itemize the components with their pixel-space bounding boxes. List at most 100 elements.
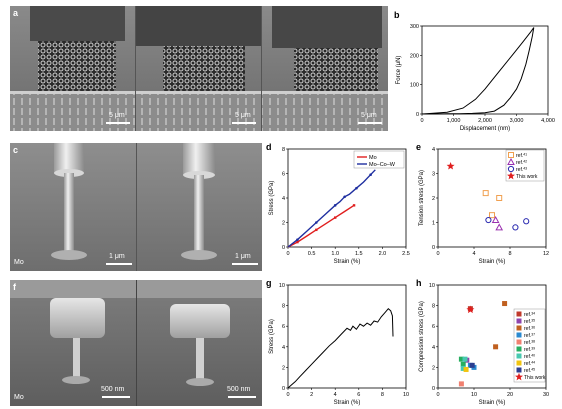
legend-swatch [516, 339, 522, 345]
y-tick-label: 4 [432, 147, 435, 153]
legend-label: This work [524, 375, 546, 381]
data-point [446, 161, 455, 170]
material-label: Mo [14, 259, 24, 266]
scale-bar [106, 263, 132, 265]
series-line [287, 307, 394, 389]
scale-bar [102, 396, 130, 398]
y-tick-label: 200 [410, 53, 419, 59]
legend-ref-number: 45 [531, 368, 535, 372]
x-axis-label: Strain (%) [334, 259, 361, 265]
legend-swatch [516, 360, 522, 366]
x-tick-label: 2 [310, 392, 313, 398]
legend-swatch [508, 152, 514, 158]
y-tick-label: 4 [282, 196, 285, 202]
legend-swatch [516, 353, 522, 359]
chart-d: d 0 0.5 1.0 1.5 2.0 2.5 0 2 4 6 8 Strain (%) Stress (… [266, 142, 410, 265]
x-tick-label: 30 [543, 392, 549, 398]
data-point [315, 221, 318, 224]
x-tick-label: 0 [436, 251, 439, 257]
panel-letter: d [266, 142, 272, 152]
legend-swatch [507, 171, 515, 180]
legend-label: ref.45 [524, 368, 535, 375]
scale-bar-label: 5 μm [235, 112, 251, 119]
legend-label: Mo–Co–W [369, 162, 396, 168]
data-point [355, 186, 358, 190]
y-tick-label: 6 [282, 172, 285, 178]
x-tick-label: 1,000 [447, 118, 461, 124]
legend-swatch [515, 372, 523, 381]
legend-ref-number: 38 [531, 340, 535, 344]
y-tick-label: 0 [432, 245, 435, 251]
panel-letter: h [416, 278, 422, 288]
x-axis-label: Strain (%) [479, 259, 506, 265]
plot-frame [421, 25, 549, 115]
x-tick-label: 1.0 [331, 251, 339, 257]
data-point [485, 216, 492, 224]
scale-bar-label: 1 μm [235, 253, 251, 260]
scale-bar [232, 263, 258, 265]
sem-image-f [10, 280, 262, 406]
legend-ref-number: 41 [523, 153, 527, 157]
legend-label: Mo [369, 155, 377, 161]
y-axis-label: Compression stress (GPa) [419, 301, 425, 372]
y-tick-label: 8 [432, 304, 435, 310]
data-point [502, 301, 508, 307]
sem-image-c [10, 143, 262, 271]
legend-swatch [516, 311, 522, 317]
legend-label: ref.38 [524, 340, 535, 347]
legend-ref-number: 37 [531, 333, 535, 337]
y-tick-label: 2 [282, 221, 285, 227]
legend-swatch [516, 332, 522, 338]
y-tick-label: 300 [410, 24, 419, 30]
data-point [458, 356, 464, 362]
legend-swatch [516, 346, 522, 352]
sem-image-a [10, 6, 388, 131]
x-tick-label: 3,000 [510, 118, 524, 124]
legend-label: ref.40 [524, 354, 535, 361]
data-point [369, 173, 372, 177]
legend-swatch [516, 367, 522, 373]
x-tick-label: 2.5 [402, 251, 410, 257]
x-tick-label: 2.0 [379, 251, 387, 257]
data-point [491, 216, 500, 224]
x-tick-label: 8 [508, 251, 511, 257]
y-tick-label: 10 [279, 283, 285, 289]
legend-label: ref.36 [524, 326, 535, 333]
sem-panel-f: f Mo 500 nm 500 nm [10, 280, 262, 406]
x-axis-label: Strain (%) [334, 400, 361, 406]
y-axis-label: Stress (GPa) [269, 319, 275, 354]
x-tick-label: 0 [286, 251, 289, 257]
series-line [287, 169, 376, 248]
data-point [296, 238, 299, 241]
y-tick-label: 8 [282, 304, 285, 310]
y-tick-label: 4 [282, 345, 285, 351]
legend-ref-number: 34 [531, 312, 535, 316]
x-tick-label: 4 [472, 251, 475, 257]
y-tick-label: 4 [432, 345, 435, 351]
legend-ref-number: 39 [531, 347, 535, 351]
data-point [512, 224, 519, 231]
x-tick-label: 2,000 [478, 118, 492, 124]
legend-label: ref.42 [516, 160, 527, 167]
legend-swatch [507, 157, 515, 165]
data-point [296, 240, 299, 244]
y-axis-label: Force (μN) [396, 56, 402, 85]
legend-swatch [516, 325, 522, 331]
data-point [458, 381, 464, 387]
scale-bar-label: 5 μm [109, 112, 125, 119]
panel-letter: b [394, 10, 400, 20]
panel-letter: a [13, 8, 19, 18]
panel-letter: e [416, 142, 421, 152]
legend-label: ref.39 [524, 347, 535, 354]
legend-label: ref.35 [524, 319, 535, 326]
y-tick-label: 2 [432, 196, 435, 202]
chart-g: g 0 2 4 6 8 10 0 2 4 6 8 10 Strain (%) Stress (GPa) [266, 278, 409, 406]
data-point [343, 195, 346, 199]
sem-panel-c: c Mo 1 μm 1 μm [10, 143, 262, 271]
legend-ref-number: 43 [523, 167, 527, 171]
x-tick-label: 4,000 [541, 118, 555, 124]
x-tick-label: 10 [471, 392, 477, 398]
x-tick-label: 0 [286, 392, 289, 398]
